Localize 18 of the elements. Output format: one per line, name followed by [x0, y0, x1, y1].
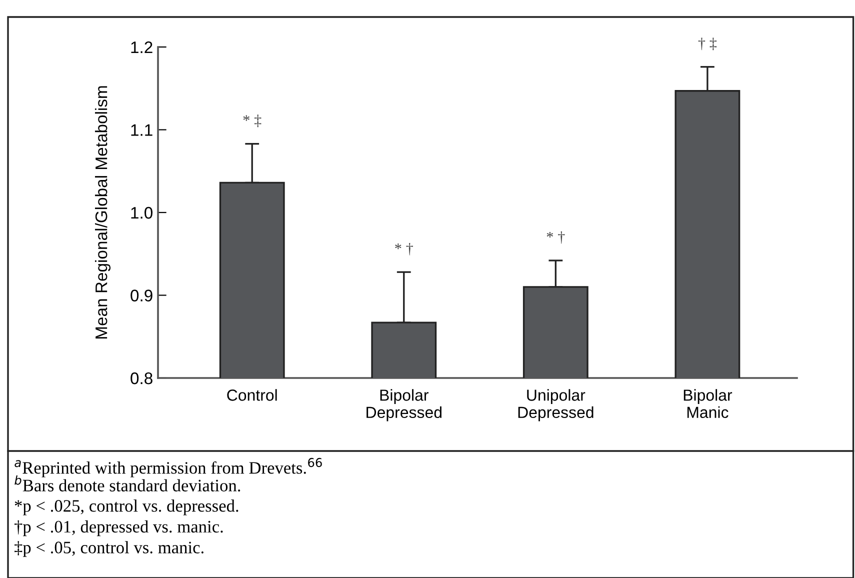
- annotation: * ‡: [243, 114, 262, 128]
- text: $^{a}$Reprinted with permission from Drevets.$^{66}$: [14, 458, 322, 478]
- y-tick-label: 1.0: [131, 206, 152, 219]
- annotation: * †: [546, 231, 565, 244]
- text: *p < .025, control vs. depressed.: [14, 500, 238, 516]
- y-axis-title: Mean Regional/Global Metabolism: [94, 86, 111, 339]
- y-tick-label: 0.9: [130, 290, 152, 302]
- annotation: * †: [395, 242, 413, 256]
- x-tick-label: Unipolar Depressed: [518, 389, 594, 422]
- text: ‡p < .05, control vs. manic.: [14, 541, 204, 557]
- x-tick-label: Control: [227, 389, 277, 401]
- text: †p < .01, depressed vs. manic.: [14, 520, 223, 536]
- y-tick-label: 0.8: [130, 372, 152, 384]
- x-tick-label: Bipolar Depressed: [366, 389, 442, 422]
- x-tick-label: Bipolar Manic: [684, 389, 732, 418]
- annotation: † ‡: [698, 38, 717, 50]
- y-tick-label: 1.1: [131, 124, 152, 136]
- y-tick-label: 1.2: [131, 41, 152, 54]
